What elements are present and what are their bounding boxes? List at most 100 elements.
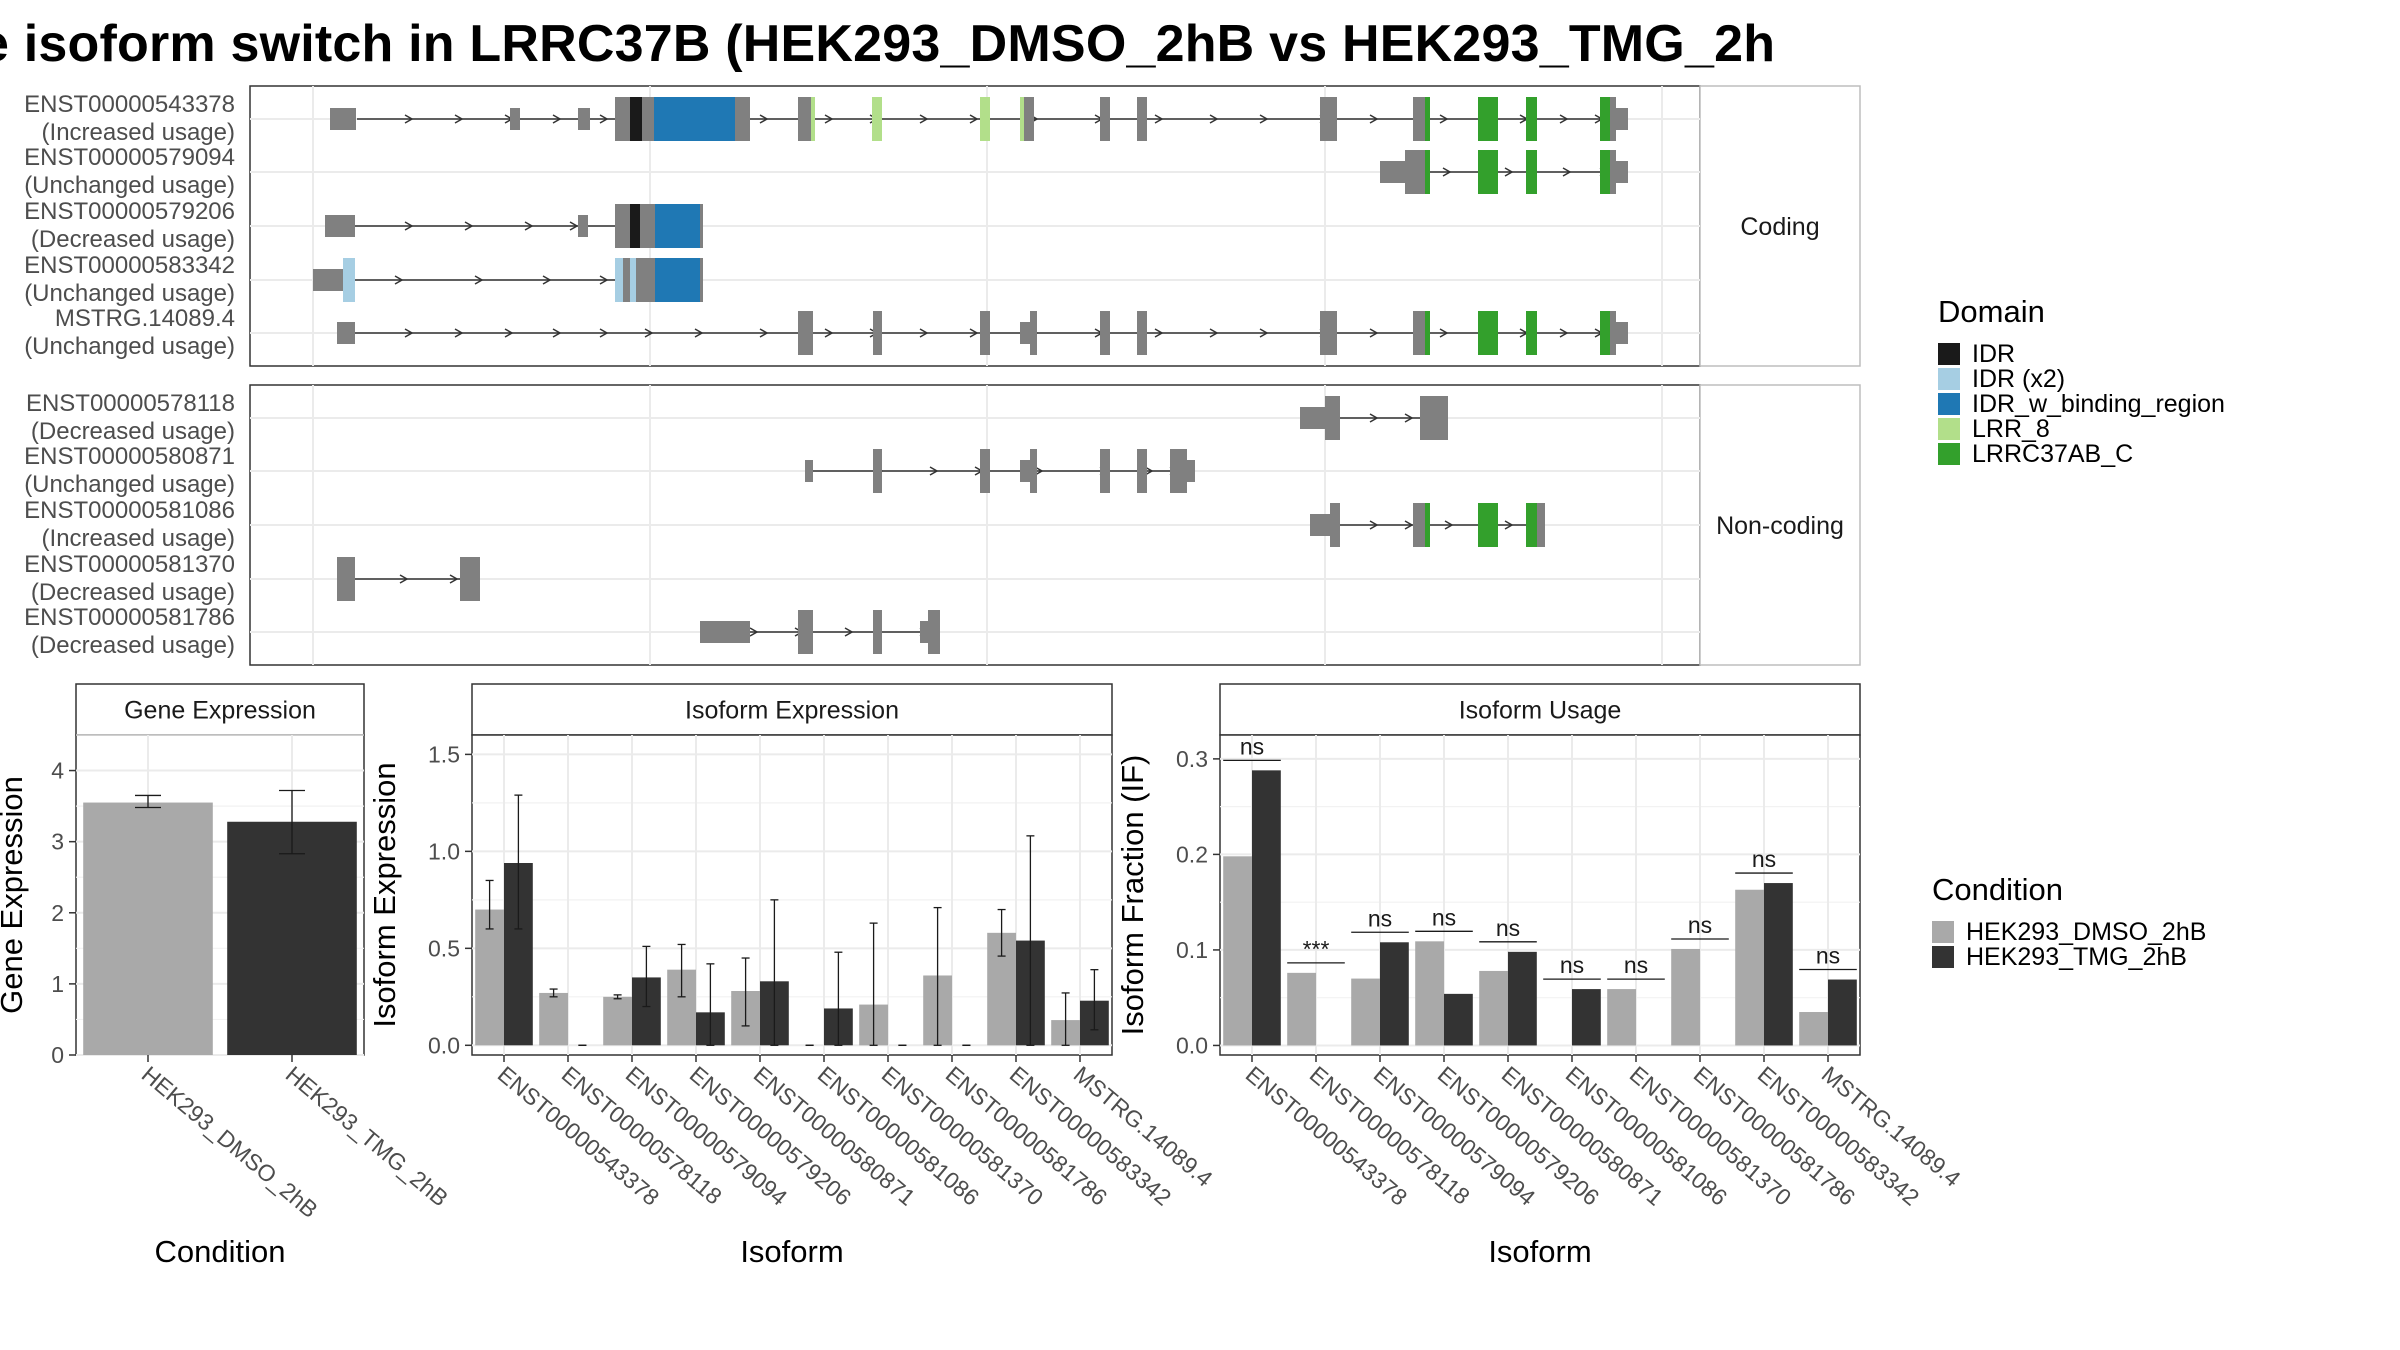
transcript-ENST00000543378-exon [642,97,654,141]
isoform-usage-bar [1380,942,1409,1046]
transcript-ENST00000543378-exon [980,97,990,141]
isoform-usage-significance-label: ns [1368,905,1392,931]
noncoding-panel-strip [1699,384,1861,666]
transcript-MSTRG.14089.4-exon [1020,322,1030,344]
transcript-ENST00000543378-strand-arrow [1259,114,1269,124]
transcript-ENST00000543378-exon [578,108,590,130]
transcript-MSTRG.14089.4-strand-arrow [1209,328,1219,338]
isoform-expression-bar [539,992,568,1046]
isoform-usage-significance-label: ns [1624,952,1648,978]
transcript-ENST00000579206-exon [325,215,355,237]
transcript-ENST00000543378-exon [811,97,815,141]
isoform-usage-bar [1799,1012,1828,1046]
transcript-ENST00000579094-strand-arrow [1562,167,1572,177]
transcript-ENST00000579206-strand-arrow [464,221,474,231]
transcript-ENST00000581786-exon [920,621,928,643]
transcript-MSTRG.14089.4-exon [1137,311,1147,355]
transcript-ENST00000578118-exon [1300,407,1325,429]
transcript-MSTRG.14089.4-strand-arrow [454,328,464,338]
transcript-ENST00000583342-exon [655,258,700,302]
isoform-expression-y-tick-label: 0.5 [428,935,460,961]
transcript-ENST00000583342-exon [700,258,703,302]
isoform-expression-y-axis-title: Isoform Expression [367,762,402,1027]
transcript-MSTRG.14089.4-strand-arrow [1369,328,1379,338]
transcript-ENST00000579206-exon [630,204,640,248]
transcript-ENST00000543378-exon [1100,97,1110,141]
transcript-ENST00000580871-exon [1137,449,1147,493]
transcript-ENST00000579094-exon [1600,150,1610,194]
transcript-ENST00000581086-exon [1425,503,1430,547]
transcript-ENST00000580871-exon [1170,449,1187,493]
isoform-usage-title-strip [1219,683,1861,736]
isoform-expression-y-tick-label: 1.5 [428,741,460,767]
isoform-usage-significance-label: *** [1303,936,1330,962]
transcript-ENST00000543378-exon [654,97,735,141]
isoform-usage-bar [1764,883,1793,1046]
transcript-MSTRG.14089.4-strand-arrow [404,328,414,338]
transcript-ENST00000581086-strand-arrow [1444,520,1454,530]
transcript-ENST00000543378-exon [510,108,520,130]
transcript-ENST00000543378-strand-arrow [824,114,834,124]
transcript-ENST00000543378-strand-arrow [1209,114,1219,124]
transcript-MSTRG.14089.4-strand-arrow [504,328,514,338]
isoform-usage-bar [1671,948,1700,1046]
transcript-structure-panel: CodingNon-codingENST00000543378(Increase… [24,85,1861,666]
coding-panel-strip [1699,85,1861,367]
transcript-MSTRG.14089.4-strand-arrow [1259,328,1269,338]
transcript-MSTRG.14089.4-exon [1425,311,1430,355]
transcript-ENST00000581086-strand-arrow [1504,520,1514,530]
gene-expression-y-tick-label: 1 [51,971,64,997]
transcript-MSTRG.14089.4-exon [1526,311,1537,355]
isoform-usage-significance-label: ns [1688,912,1712,938]
domain-legend-label: LRRC37AB_C [1972,440,2133,468]
transcript-ENST00000583342-exon [636,258,655,302]
transcript-ENST00000581786-exon [873,610,882,654]
coding-panel-section-label: Coding [1740,213,1819,241]
isoform-expression-x-axis-title: Isoform [740,1234,843,1269]
transcript-MSTRG.14089.4-exon [1320,311,1337,355]
transcript-ENST00000581370-strand-arrow [449,574,459,584]
transcript-MSTRG.14089.4-exon [1600,311,1610,355]
isoform-expression-y-tick-label: 0.0 [428,1032,460,1058]
noncoding-transcript-usage-label: (Increased usage) [42,525,235,552]
condition-legend-label: HEK293_TMG_2hB [1966,943,2187,971]
transcript-ENST00000581786-exon [928,610,940,654]
transcript-MSTRG.14089.4-strand-arrow [759,328,769,338]
figure-title-text: e isoform switch in LRRC37B (HEK293_DMSO… [0,15,1776,73]
transcript-ENST00000581786-exon [798,610,813,654]
transcript-ENST00000543378-exon [1413,97,1425,141]
transcript-ENST00000543378-strand-arrow [1369,114,1379,124]
transcript-MSTRG.14089.4-strand-arrow [694,328,704,338]
domain-legend-swatch [1938,368,1960,390]
transcript-ENST00000581086-exon [1330,503,1340,547]
isoform-usage-bar [1287,972,1316,1046]
transcript-ENST00000579094-exon [1380,161,1405,183]
transcript-ENST00000543378-exon [630,97,642,141]
transcript-ENST00000579094-exon [1610,150,1616,194]
transcript-MSTRG.14089.4-strand-arrow [552,328,562,338]
transcript-MSTRG.14089.4-strand-arrow [1154,328,1164,338]
isoform-usage-significance-label: ns [1816,943,1840,969]
isoform-usage-significance-label: ns [1496,915,1520,941]
transcript-ENST00000579206-exon [578,215,588,237]
transcript-ENST00000581086-exon [1537,503,1545,547]
transcript-ENST00000580871-exon [1187,460,1195,482]
isoform-usage-significance-label: ns [1752,846,1776,872]
coding-transcript-usage-label: (Unchanged usage) [24,172,235,199]
isoform-usage-bar [1223,856,1252,1046]
transcript-ENST00000543378-strand-arrow [552,114,562,124]
isoform-usage-bar [1415,941,1444,1046]
coding-transcript-id-label: ENST00000543378 [24,91,235,118]
domain-legend-swatch [1938,443,1960,465]
transcript-MSTRG.14089.4-strand-arrow [644,328,654,338]
transcript-ENST00000543378-exon [1616,108,1628,130]
coding-transcript-id-label: ENST00000579094 [24,144,235,171]
transcript-ENST00000543378-exon [735,97,750,141]
transcript-ENST00000543378-strand-arrow [404,114,414,124]
condition-legend-swatch [1932,921,1954,943]
transcript-ENST00000543378-exon [1526,97,1537,141]
transcript-ENST00000543378-exon [1425,97,1430,141]
noncoding-transcript-id-label: ENST00000578118 [26,390,235,417]
transcript-MSTRG.14089.4-exon [873,311,882,355]
transcript-MSTRG.14089.4-exon [1610,311,1616,355]
